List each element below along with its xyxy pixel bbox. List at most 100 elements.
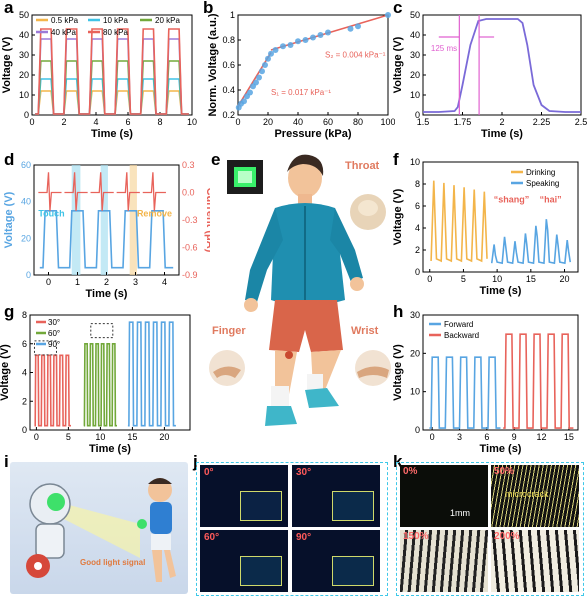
x-tick-label: 5	[66, 432, 71, 442]
plot-frame	[31, 14, 193, 116]
legend-label-0: 0.5 kPa	[51, 16, 79, 25]
y-tick-label: 0	[22, 425, 27, 435]
legend-label-0: Forward	[444, 320, 473, 329]
x-axis-label: Time (s)	[86, 288, 128, 300]
data-point	[268, 50, 274, 57]
series-line-3	[35, 38, 189, 115]
panel-k-frame	[396, 462, 584, 596]
x-tick-label: 15	[127, 432, 137, 442]
tile-k-200: 200%	[491, 530, 579, 592]
legend-label-0: 30°	[48, 318, 60, 327]
y-tick-label: 50	[410, 10, 420, 20]
data-point	[287, 42, 294, 48]
y-tick-label: 30	[410, 310, 420, 320]
y-axis-label: Norm. Voltage (a.u.)	[207, 13, 219, 116]
data-point	[247, 89, 253, 96]
boy-shirt	[150, 502, 172, 534]
x-tick-label: 2	[61, 117, 66, 127]
x-tick-label: 15	[526, 274, 536, 284]
y-tick-label: 0.8	[222, 35, 235, 45]
x-tick-label: 4	[162, 277, 167, 287]
head	[288, 158, 322, 198]
panel-label-j: j	[193, 452, 198, 471]
series-line-4	[35, 28, 189, 115]
drinking-line	[430, 180, 488, 263]
x-tick-label: 0	[430, 432, 435, 442]
y-axis-label: Voltage (V)	[1, 36, 13, 93]
data-point	[347, 25, 354, 32]
x-tick-label: 8	[157, 117, 162, 127]
x-tick-label: 0	[29, 117, 34, 127]
y-tick-label: 0	[415, 110, 420, 120]
y-tick-label: 10	[410, 90, 420, 100]
y-tick-label: 40	[21, 197, 31, 207]
chart-a: 0 2 4 6 8 10 0 10 20 30 40 50 Time (s) Voltage (V) 0.5…	[1, 10, 197, 140]
finger-label: Finger	[212, 325, 246, 337]
response-line	[423, 18, 581, 113]
panel-label-f: f	[393, 150, 399, 169]
current-line	[38, 172, 166, 211]
y-tick-label: 0	[415, 425, 420, 435]
y-axis-label: Voltage (V)	[393, 36, 404, 93]
zoom-box-1	[33, 340, 57, 356]
tile-j-30: 30°	[292, 465, 380, 527]
annot-hai: “hai”	[540, 195, 562, 205]
panel-label-h: h	[393, 302, 404, 321]
y-tick-label: 40	[19, 30, 29, 40]
microcrack-label: microcrack	[505, 489, 549, 499]
panel-label-i: i	[4, 452, 9, 471]
data-point	[280, 43, 286, 50]
x-tick-label: 12	[537, 432, 547, 442]
y-tick-label: 20	[21, 233, 31, 243]
data-point	[295, 38, 301, 45]
plot-frame	[422, 161, 579, 273]
x-tick-label: 60	[323, 117, 333, 127]
robot-body	[35, 523, 65, 559]
x-tick-label: 2	[499, 117, 504, 127]
y-tick-label: 50	[19, 10, 29, 20]
x-tick-label: 0	[46, 277, 51, 287]
y-tick-label: 20	[19, 70, 29, 80]
legend-label-4: 80 kPa	[103, 28, 128, 37]
throat-label: Throat	[345, 160, 380, 172]
x-tick-label: 5	[461, 274, 466, 284]
chart-h: 0 3 6 9 12 15 0 10 20 30 Time (s) Voltage (V) Forwar…	[393, 310, 579, 455]
y2-tick-label: -0.6	[182, 243, 198, 253]
left-arm	[245, 208, 283, 302]
right-shoe	[305, 388, 339, 408]
x-axis-label: Pressure (kPa)	[274, 128, 351, 140]
highlight-band-2	[129, 165, 137, 275]
jacket	[271, 203, 345, 306]
chart-b: 0 20 40 60 80 100 0.2 0.4 0.6 0.8 1 Pressure (kPa) N…	[207, 10, 395, 140]
panel-label-e: e	[211, 150, 221, 169]
light-beam	[58, 502, 140, 558]
x-tick-label: 9	[512, 432, 517, 442]
highlight-band-0	[71, 165, 81, 275]
y-tick-label: 20	[410, 70, 420, 80]
legend-label-2: 20 kPa	[155, 16, 180, 25]
y2-tick-label: -0.3	[182, 215, 198, 225]
x-tick-label: 6	[125, 117, 130, 127]
x-tick-label: 1.75	[454, 117, 472, 127]
y-tick-label: 2	[22, 396, 27, 406]
plot-frame	[422, 14, 582, 116]
y2-axis-label: Current (μA)	[204, 188, 210, 253]
x-tick-label: 1.5	[417, 117, 430, 127]
touch-label: Touch	[38, 208, 64, 218]
y-tick-label: 0.6	[222, 60, 235, 70]
right-arm	[330, 208, 363, 282]
robot-caption: Good light signal	[80, 558, 146, 567]
data-point	[272, 47, 279, 53]
y-tick-label: 0.2	[222, 110, 235, 120]
robot-scene: Good light signal	[10, 462, 188, 594]
y-tick-label: 20	[410, 348, 420, 358]
x-tick-label: 20	[560, 274, 570, 284]
data-point	[325, 29, 331, 36]
data-point	[265, 55, 271, 62]
x-tick-label: 10	[492, 274, 502, 284]
data-point	[355, 23, 361, 30]
legend-label-1: Backward	[444, 331, 479, 340]
x-axis-label: Time (s)	[480, 443, 522, 455]
data-point	[259, 68, 265, 75]
